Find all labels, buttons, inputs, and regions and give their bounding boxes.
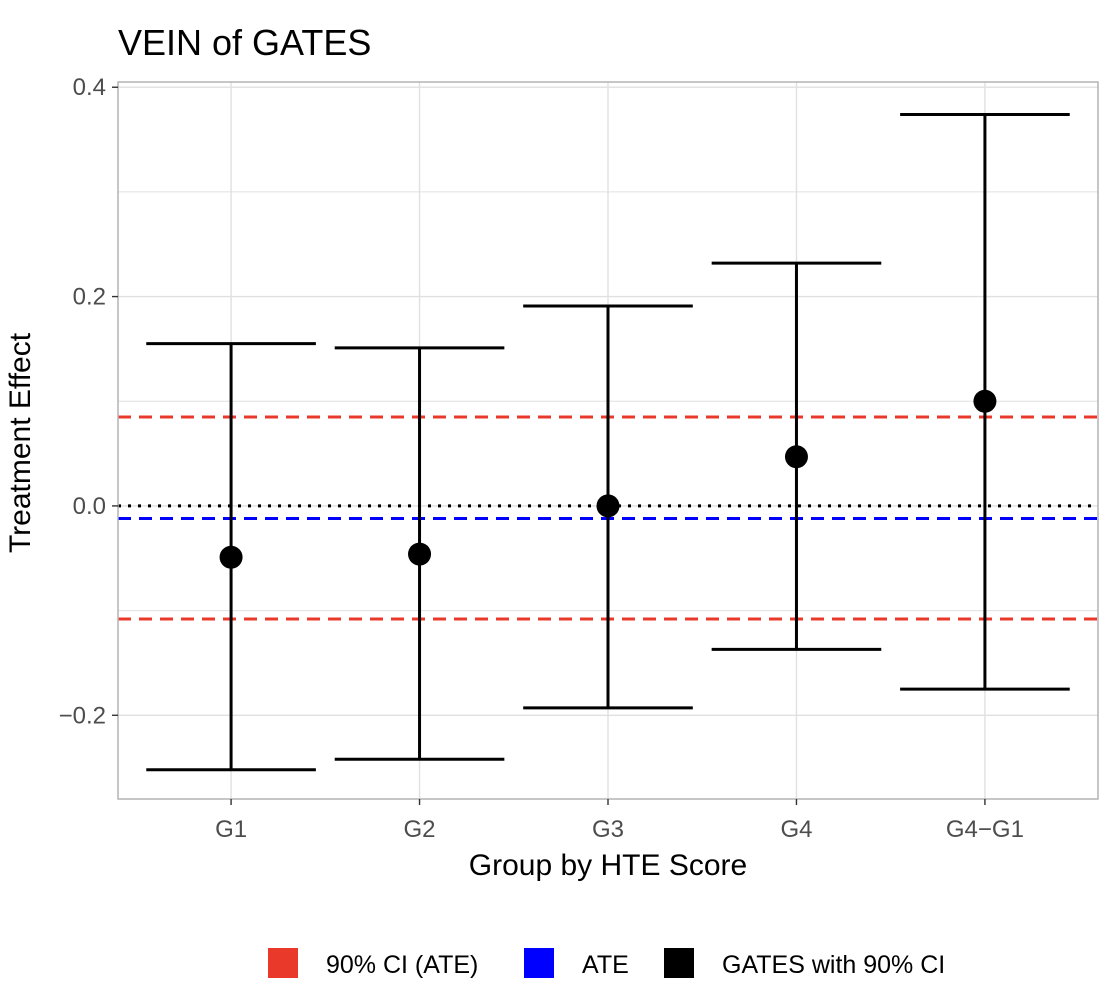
gates-point <box>408 542 432 566</box>
y-axis: −0.2 0.0 0.2 0.4 <box>59 74 118 729</box>
chart-title: VEIN of GATES <box>118 22 371 63</box>
legend-label: ATE <box>582 951 629 979</box>
gates-series <box>146 112 1070 772</box>
y-axis-title: Treatment Effect <box>4 332 37 553</box>
x-tick-label: G2 <box>404 816 436 843</box>
legend-swatch <box>664 948 694 978</box>
x-tick-label: G1 <box>215 816 247 843</box>
gates-point <box>219 545 243 569</box>
legend-label: GATES with 90% CI <box>722 951 945 979</box>
x-tick-label: G4 <box>780 816 812 843</box>
x-axis: G1 G2 G3 G4 G4−G1 <box>215 799 1024 843</box>
gates-point <box>596 494 620 518</box>
gates-point <box>784 445 808 469</box>
x-tick-label: G4−G1 <box>946 816 1024 843</box>
y-tick-label: 0.2 <box>73 284 106 311</box>
y-tick-label: 0.0 <box>73 493 106 520</box>
x-tick-label: G3 <box>592 816 624 843</box>
y-tick-label: −0.2 <box>59 702 106 729</box>
gates-point <box>973 389 997 413</box>
legend-swatch <box>268 948 298 978</box>
legend-swatch <box>524 948 554 978</box>
legend: 90% CI (ATE) ATE GATES with 90% CI <box>268 948 945 979</box>
x-axis-title: Group by HTE Score <box>469 849 747 882</box>
legend-label: 90% CI (ATE) <box>326 951 478 979</box>
y-tick-label: 0.4 <box>73 74 106 101</box>
